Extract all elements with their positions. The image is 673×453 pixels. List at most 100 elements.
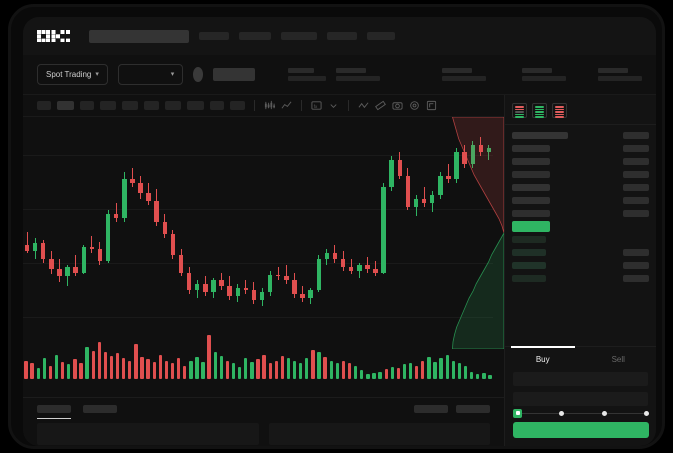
order-book-row[interactable] (512, 207, 649, 220)
candle-wick (488, 144, 490, 161)
stepper-dot-2[interactable] (559, 410, 565, 416)
chevron-down-icon[interactable] (328, 100, 339, 111)
orders-action-2[interactable] (456, 405, 490, 413)
timeframe-button-5[interactable] (122, 101, 138, 110)
timeframe-button-7[interactable] (165, 101, 181, 110)
camera-icon[interactable] (392, 100, 403, 111)
candle-wick (375, 260, 376, 277)
stepper-dot-3[interactable] (601, 410, 607, 416)
volume-bar (73, 359, 77, 379)
volume-bar (445, 354, 449, 379)
tab-open-orders[interactable] (37, 405, 71, 419)
indicator-icon[interactable]: fx (311, 100, 322, 111)
price-chart[interactable] (23, 117, 493, 397)
timeframe-button-3[interactable] (80, 101, 94, 110)
timeframe-button-4[interactable] (100, 101, 116, 110)
volume-bar (183, 365, 187, 379)
order-book-row[interactable] (512, 142, 649, 155)
tab-sell[interactable]: Sell (581, 347, 657, 372)
nav-item-3[interactable] (281, 32, 317, 40)
price-field[interactable] (513, 372, 648, 386)
stat-value (287, 76, 326, 81)
ruler-icon[interactable] (375, 100, 386, 111)
tab-order-history[interactable] (83, 405, 117, 413)
chevron-down-icon: ▾ (95, 71, 99, 78)
candle-body (89, 247, 95, 250)
order-size (623, 145, 649, 152)
order-book-row[interactable] (512, 272, 649, 285)
order-book-row[interactable] (512, 168, 649, 181)
chevron-down-icon: ▾ (170, 71, 175, 78)
candle-body (65, 266, 70, 277)
stepper-rail (516, 412, 649, 414)
order-price (512, 197, 550, 204)
spread-price (512, 221, 550, 232)
volume-bar (415, 365, 419, 379)
nav-item-1[interactable] (199, 32, 229, 40)
trading-pair-selector[interactable]: ▾ (117, 64, 184, 85)
okx-logo[interactable] (37, 30, 71, 42)
volume-bar (176, 358, 181, 379)
candle-body (454, 152, 459, 180)
depth-area (452, 232, 504, 349)
volume-bar (427, 357, 431, 379)
orderbook-mode-asks-icon[interactable] (552, 103, 567, 118)
amount-field[interactable] (513, 392, 648, 406)
spot-trading-label: Spot Trading (46, 70, 92, 79)
nav-item-4[interactable] (327, 32, 357, 40)
stat-label (521, 68, 552, 73)
candle-body (24, 245, 30, 252)
timeframe-button-10[interactable] (230, 101, 245, 110)
volume-bar (335, 363, 340, 379)
candlestick-chart-icon[interactable] (264, 100, 275, 111)
nav-item-5[interactable] (367, 32, 395, 40)
volume-bar (341, 360, 346, 379)
tab-buy[interactable]: Buy (505, 346, 581, 372)
global-search-input[interactable] (89, 29, 189, 43)
spot-trading-selector[interactable]: Spot Trading ▾ (37, 64, 108, 85)
timeframe-button-9[interactable] (210, 101, 224, 110)
volume-bar (305, 358, 309, 379)
stepper-handle[interactable] (513, 408, 522, 418)
chart-gridline (23, 155, 493, 156)
candle-body (389, 160, 394, 188)
candle-body (32, 243, 38, 252)
order-price (512, 184, 550, 191)
orderbook-mode-both-icon[interactable] (512, 103, 527, 118)
volume-bar (262, 354, 266, 379)
candle-body (186, 272, 192, 290)
order-book-rows[interactable] (505, 125, 656, 285)
volume-bar (317, 352, 321, 379)
candle-wick (26, 231, 28, 254)
nav-item-2[interactable] (239, 32, 271, 40)
timeframe-button-2[interactable] (57, 101, 74, 110)
orderbook-mode-bids-icon[interactable] (532, 103, 547, 118)
volume-bar (91, 350, 95, 379)
trend-line-icon[interactable] (358, 100, 369, 111)
stepper-dot-4[interactable] (643, 410, 649, 416)
order-entry-form (505, 372, 656, 412)
candle-body (81, 247, 86, 273)
fullscreen-icon[interactable] (426, 100, 437, 111)
timeframe-button-1[interactable] (37, 101, 51, 110)
settings-gear-icon[interactable] (409, 100, 420, 111)
orders-action-1[interactable] (414, 405, 448, 413)
order-book-spread-row[interactable] (512, 220, 649, 233)
order-book-row[interactable] (512, 233, 649, 246)
depth-area (452, 117, 504, 234)
order-book-row[interactable] (512, 259, 649, 272)
line-chart-icon[interactable] (281, 100, 292, 111)
candle-wick (423, 187, 425, 207)
amount-percent-stepper[interactable] (513, 408, 649, 418)
timeframe-button-8[interactable] (187, 101, 204, 110)
order-book-row[interactable] (512, 129, 649, 142)
order-book-row[interactable] (512, 181, 649, 194)
volume-bar (390, 366, 394, 379)
order-book-row[interactable] (512, 155, 649, 168)
candle-body (194, 284, 200, 290)
submit-order-button[interactable] (513, 422, 649, 438)
order-book-row[interactable] (512, 246, 649, 259)
volume-bar (347, 363, 352, 379)
timeframe-button-6[interactable] (144, 101, 159, 110)
order-book-row[interactable] (512, 194, 649, 207)
